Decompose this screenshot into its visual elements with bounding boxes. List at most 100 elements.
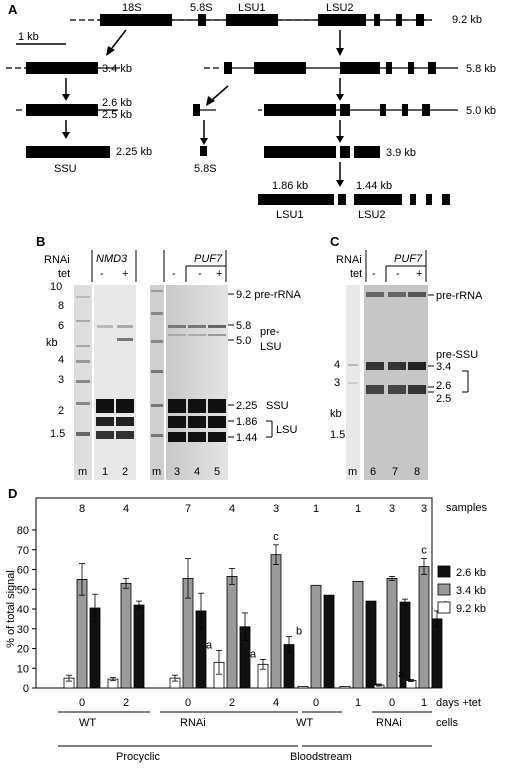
- label-144: 1.44: [236, 432, 258, 444]
- cells-rnai-procyclic: RNAi: [180, 717, 206, 729]
- bar-34: [226, 576, 238, 689]
- sample-count: 4: [229, 503, 235, 515]
- marker-c4: 4: [334, 359, 341, 371]
- days-label: days +tet: [436, 697, 481, 709]
- legend-label: 9.2 kb: [456, 603, 486, 615]
- label-92kb: 9.2 kb: [452, 14, 482, 26]
- label-ssu-b: SSU: [266, 400, 289, 412]
- y-tick-label: 0: [23, 683, 29, 695]
- label-25kb: 2.5 kb: [102, 109, 132, 121]
- marker-3: 3: [58, 374, 65, 386]
- samples-label: samples: [446, 502, 487, 514]
- day-label: 2: [123, 697, 129, 709]
- tet-label-b: tet: [58, 268, 71, 280]
- sign-2: +: [122, 268, 129, 280]
- y-tick-label: 30: [17, 624, 29, 636]
- cells-rnai-bloodstream: RNAi: [376, 717, 402, 729]
- bar-92: [297, 686, 309, 689]
- sample-count: 1: [355, 503, 361, 515]
- legend-swatch: [437, 583, 451, 596]
- sample-count: 3: [389, 503, 395, 515]
- sample-count: 3: [421, 503, 427, 515]
- label-34-c: 3.4: [436, 361, 452, 373]
- bar-92: [339, 686, 351, 689]
- lane-8: 8: [414, 466, 421, 478]
- label-34kb: 3.4 kb: [102, 63, 132, 75]
- marker-15: 1.5: [50, 428, 66, 440]
- lane-7: 7: [392, 466, 399, 478]
- rnai-label-b: RNAi: [44, 254, 70, 266]
- bar-34: [270, 554, 282, 689]
- marker-8: 8: [58, 300, 65, 312]
- day-label: 0: [389, 697, 395, 709]
- legend-label: 3.4 kb: [456, 585, 486, 597]
- panel-a-letter: A: [8, 2, 18, 17]
- label-lsu1-product: LSU1: [276, 209, 304, 221]
- lane-1: 1: [102, 466, 109, 478]
- marker-4: 4: [58, 354, 65, 366]
- label-58kb: 5.8 kb: [466, 63, 496, 75]
- marker-2: 2: [58, 405, 65, 417]
- label-pre-ssu: pre-SSU: [436, 349, 479, 361]
- significance-mark: b: [296, 626, 302, 638]
- label-58s: 5.8S: [190, 2, 213, 14]
- group-bloodstream: Bloodstream: [290, 751, 352, 763]
- y-tick-label: 50: [17, 584, 29, 596]
- label-39kb: 3.9 kb: [386, 147, 416, 159]
- label-ssu: SSU: [54, 163, 77, 175]
- sign-c3: +: [416, 268, 423, 280]
- y-tick-label: 40: [17, 604, 29, 616]
- cells-wt-procyclic: WT: [79, 717, 97, 729]
- sign-c1: -: [372, 268, 376, 280]
- significance-mark: c: [421, 545, 427, 557]
- gene-puf7-c: PUF7: [394, 253, 423, 265]
- scale-label: 1 kb: [18, 31, 39, 43]
- label-225kb: 2.25 kb: [116, 146, 153, 158]
- label-50: 5.0: [236, 335, 252, 347]
- sample-count: 3: [273, 503, 279, 515]
- gene-puf7-b: PUF7: [194, 253, 223, 265]
- day-label: 1: [421, 697, 427, 709]
- bar-26: [133, 604, 145, 689]
- marker-10: 10: [50, 281, 63, 293]
- panel-c-letter: C: [330, 234, 340, 249]
- label-lsu2-product: LSU2: [358, 209, 386, 221]
- y-tick-label: 70: [17, 545, 29, 557]
- tet-label-c: tet: [350, 268, 363, 280]
- label-58: 5.8: [236, 320, 252, 332]
- sign-5: +: [216, 268, 223, 280]
- legend-label: 2.6 kb: [456, 567, 486, 579]
- day-label: 0: [313, 697, 319, 709]
- label-26kb: 2.6 kb: [102, 97, 132, 109]
- label-186kb: 1.86 kb: [272, 180, 309, 192]
- sign-4: -: [198, 268, 202, 280]
- cells-wt-bloodstream: WT: [296, 717, 314, 729]
- day-label: 4: [273, 697, 279, 709]
- rnai-label-c: RNAi: [336, 254, 362, 266]
- sign-3: -: [172, 268, 176, 280]
- label-lsu1: LSU1: [238, 2, 266, 14]
- day-label: 0: [79, 697, 85, 709]
- label-lsu2: LSU2: [326, 2, 354, 14]
- legend-swatch: [437, 601, 451, 614]
- label-18s: 18S: [122, 2, 142, 14]
- lane-m-c: m: [348, 466, 358, 478]
- lane-m-b1: m: [78, 466, 88, 478]
- lane-4: 4: [194, 466, 201, 478]
- y-tick-label: 20: [17, 644, 29, 656]
- significance-mark: c: [273, 531, 279, 543]
- significance-mark: a: [398, 669, 405, 681]
- significance-mark: a: [206, 639, 213, 651]
- lane-6: 6: [370, 466, 377, 478]
- label-pre-rrna: pre-rRNA: [436, 290, 483, 302]
- day-label: 0: [185, 697, 191, 709]
- label-pre: pre-: [260, 326, 280, 338]
- sign-c2: -: [396, 268, 400, 280]
- lane-m-b2: m: [152, 466, 162, 478]
- y-axis-label: % of total signal: [5, 570, 17, 648]
- day-label: 2: [229, 697, 235, 709]
- lane-2: 2: [122, 466, 129, 478]
